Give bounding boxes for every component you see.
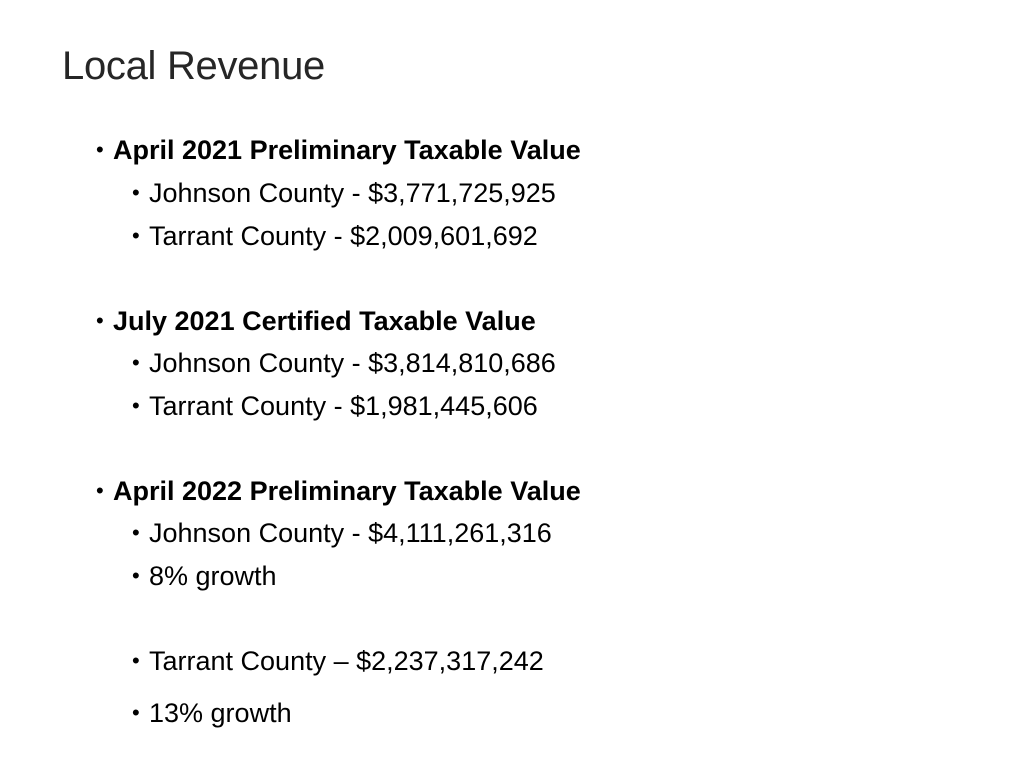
bullet-icon: • bbox=[96, 478, 104, 503]
bullet-icon: • bbox=[132, 520, 140, 545]
list-item-tarrant-growth: • 13% growth bbox=[132, 697, 292, 729]
list-item-text: 8% growth bbox=[149, 561, 277, 591]
bullet-icon: • bbox=[132, 648, 140, 673]
section-heading-april-2022: • April 2022 Preliminary Taxable Value bbox=[96, 475, 581, 507]
bullet-icon: • bbox=[132, 223, 140, 248]
list-item-text: Tarrant County – $2,237,317,242 bbox=[149, 646, 544, 676]
list-item-johnson-growth: • 8% growth bbox=[132, 560, 277, 592]
bullet-icon: • bbox=[132, 180, 140, 205]
section-heading-april-2021: • April 2021 Preliminary Taxable Value bbox=[96, 134, 581, 166]
list-item-johnson-2021-certified: • Johnson County - $3,814,810,686 bbox=[132, 347, 556, 379]
list-item-tarrant-2021-certified: • Tarrant County - $1,981,445,606 bbox=[132, 390, 538, 422]
bullet-icon: • bbox=[132, 700, 140, 725]
list-item-johnson-2022-prelim: • Johnson County - $4,111,261,316 bbox=[132, 517, 552, 549]
list-item-tarrant-2022-prelim: • Tarrant County – $2,237,317,242 bbox=[132, 645, 544, 677]
section-heading-text: July 2021 Certified Taxable Value bbox=[113, 306, 536, 336]
bullet-icon: • bbox=[96, 308, 104, 333]
bullet-icon: • bbox=[132, 393, 140, 418]
list-item-tarrant-2021-prelim: • Tarrant County - $2,009,601,692 bbox=[132, 220, 538, 252]
section-heading-text: April 2022 Preliminary Taxable Value bbox=[113, 476, 581, 506]
list-item-text: 13% growth bbox=[149, 698, 292, 728]
list-item-text: Johnson County - $4,111,261,316 bbox=[149, 518, 552, 548]
list-item-text: Tarrant County - $1,981,445,606 bbox=[149, 391, 538, 421]
bullet-icon: • bbox=[132, 350, 140, 375]
section-heading-text: April 2021 Preliminary Taxable Value bbox=[113, 135, 581, 165]
list-item-text: Tarrant County - $2,009,601,692 bbox=[149, 221, 538, 251]
section-heading-july-2021: • July 2021 Certified Taxable Value bbox=[96, 305, 536, 337]
list-item-johnson-2021-prelim: • Johnson County - $3,771,725,925 bbox=[132, 177, 556, 209]
slide-title: Local Revenue bbox=[62, 44, 325, 88]
list-item-text: Johnson County - $3,771,725,925 bbox=[149, 178, 556, 208]
bullet-icon: • bbox=[96, 137, 104, 162]
list-item-text: Johnson County - $3,814,810,686 bbox=[149, 348, 556, 378]
bullet-icon: • bbox=[132, 563, 140, 588]
